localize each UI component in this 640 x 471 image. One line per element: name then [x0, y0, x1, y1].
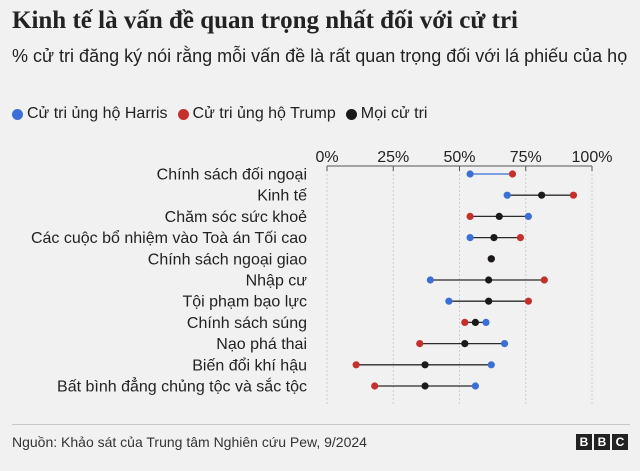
dot-harris	[466, 234, 474, 242]
legend-item-all: Mọi cử tri	[345, 105, 428, 123]
category-label: Chính sách ngoại giao	[148, 251, 307, 268]
bbc-logo-letter-3: C	[612, 434, 628, 450]
dot-harris	[500, 340, 509, 348]
dot-all-voters	[421, 382, 429, 390]
dot-harris	[482, 318, 490, 326]
dot-harris	[487, 361, 495, 369]
dot-trump	[524, 297, 533, 305]
footer-divider	[12, 424, 630, 425]
legend-item-harris: Cử tri ủng hộ Harris	[12, 105, 168, 123]
category-label: Chính sách súng	[187, 315, 307, 332]
x-tick-label: 75%	[510, 149, 542, 166]
x-tick-label: 0%	[315, 149, 338, 166]
dot-harris	[426, 276, 434, 284]
legend-item-trump: Cử tri ủng hộ Trump	[177, 105, 336, 123]
dot-harris	[503, 191, 511, 199]
category-label: Tội phạm bạo lực	[182, 294, 307, 311]
dot-all-voters	[485, 276, 493, 284]
legend-dot-harris	[12, 108, 23, 120]
dot-trump	[461, 318, 469, 326]
dot-plot-chart: 0% 25% 50% 75% 100% Chính sách đối ngoại Kinh …	[31, 149, 613, 405]
dot-harris	[524, 212, 533, 220]
category-label: Chăm sóc sức khoẻ	[165, 209, 307, 226]
dot-all-voters	[471, 318, 479, 326]
category-label: Kinh tế	[257, 188, 307, 205]
dot-trump	[371, 382, 379, 390]
category-label: Các cuộc bổ nhiệm vào Toà án Tối cao	[31, 229, 307, 247]
dot-trump	[569, 191, 578, 199]
x-tick-label: 25%	[377, 149, 409, 166]
dot-all-voters	[461, 340, 469, 348]
category-label: Nhập cư	[246, 273, 308, 290]
dot-trump	[352, 361, 360, 369]
category-label: Bất bình đẳng chủng tộc và sắc tộc	[57, 377, 307, 396]
chart-subtitle: % cử tri đăng ký nói rằng mỗi vấn đề là …	[12, 46, 628, 66]
source-note: Nguồn: Khảo sát của Trung tâm Nghiên cứu…	[12, 434, 367, 450]
bbc-logo: B B C	[574, 434, 628, 450]
legend-dot-all	[345, 108, 357, 120]
dot-trump	[416, 340, 424, 348]
category-label: Nạo phá thai	[216, 336, 307, 353]
dot-all-voters	[538, 191, 546, 199]
dot-all-voters	[487, 255, 495, 263]
dot-harris	[471, 382, 479, 390]
legend-dot-trump	[177, 108, 189, 120]
dot-all-voters	[490, 234, 498, 242]
dot-all-voters	[485, 297, 493, 305]
bbc-logo-letter-1: B	[576, 434, 592, 450]
category-label: Chính sách đối ngoại	[157, 167, 307, 184]
x-tick-label: 100%	[572, 149, 613, 166]
category-label: Biến đổi khí hậu	[192, 356, 307, 374]
legend: Cử tri ủng hộ Harris Cử tri ủng hộ Trump…	[12, 103, 437, 125]
legend-label-trump: Cử tri ủng hộ Trump	[192, 105, 336, 122]
chart-title: Kinh tế là vấn đề quan trọng nhất đối vớ…	[12, 7, 518, 34]
legend-label-all: Mọi cử tri	[360, 105, 428, 122]
dot-trump	[466, 212, 474, 220]
dot-all-voters	[495, 212, 503, 220]
dot-harris	[466, 170, 474, 178]
bbc-logo-letter-2: B	[594, 434, 610, 450]
dot-trump	[508, 170, 517, 178]
legend-label-harris: Cử tri ủng hộ Harris	[27, 105, 168, 122]
x-tick-label: 50%	[443, 149, 475, 166]
dot-all-voters	[421, 361, 429, 369]
dot-harris	[445, 297, 453, 305]
dot-trump	[516, 234, 525, 242]
dot-trump	[540, 276, 548, 284]
